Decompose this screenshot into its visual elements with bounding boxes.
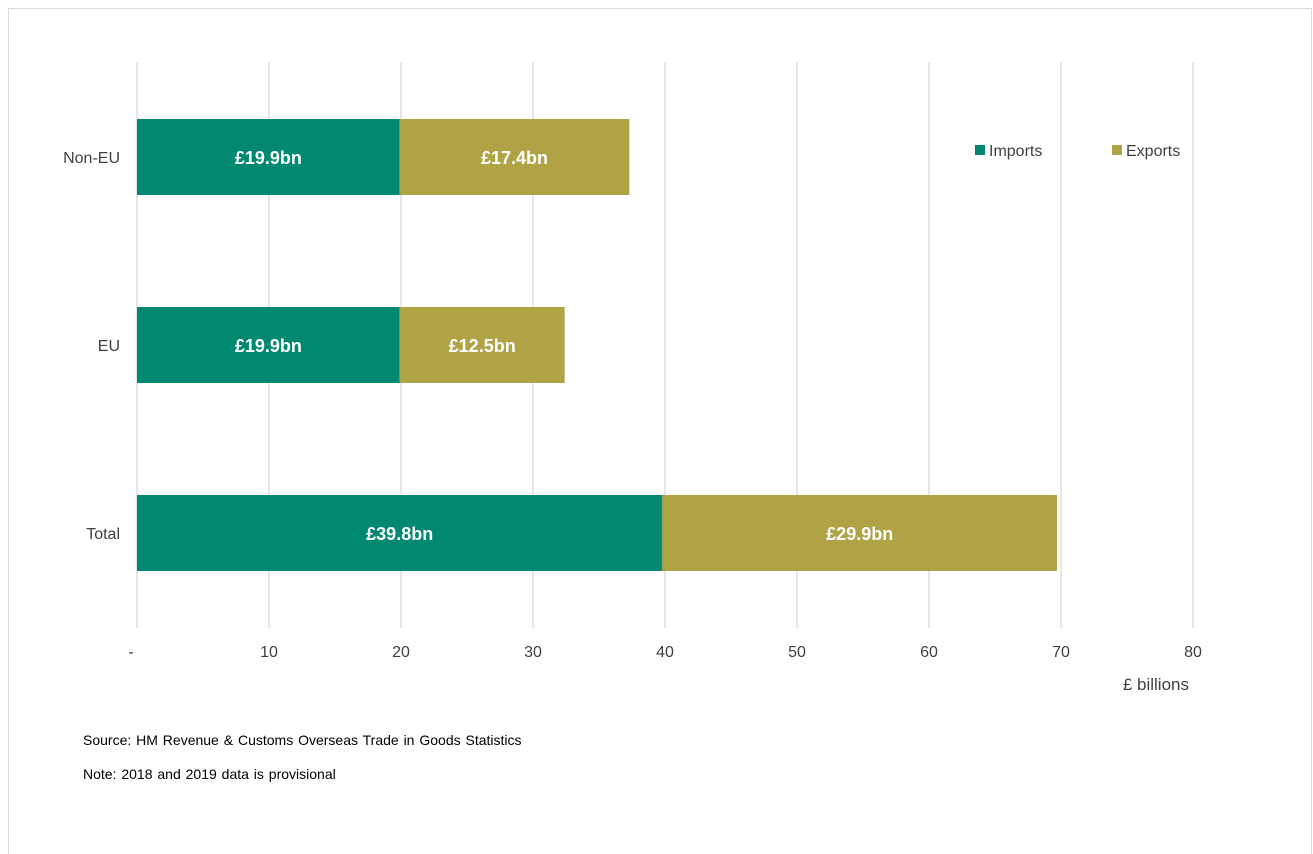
x-tick-labels: - 10 20 30 40 50 60 70 80 xyxy=(128,644,1202,661)
bar-data-label: £12.5bn xyxy=(449,336,516,356)
bar-data-label: £19.9bn xyxy=(235,336,302,356)
x-tick-label: - xyxy=(128,644,133,661)
bar-data-label: £19.9bn xyxy=(235,148,302,168)
source-note: Source: HM Revenue & Customs Overseas Tr… xyxy=(83,732,522,748)
bar-imports xyxy=(137,495,663,571)
x-axis-label: £ billions xyxy=(1123,675,1189,694)
legend-swatch-exports xyxy=(1112,145,1122,155)
x-tick-label: 30 xyxy=(524,644,542,661)
x-tick-label: 50 xyxy=(788,644,806,661)
x-tick-label: 60 xyxy=(920,644,938,661)
x-tick-label: 70 xyxy=(1052,644,1070,661)
category-labels: Non-EU EU Total xyxy=(63,150,120,543)
bar-imports xyxy=(137,307,400,383)
bar-data-label: £17.4bn xyxy=(481,148,548,168)
x-tick-label: 80 xyxy=(1184,644,1202,661)
category-label: Total xyxy=(86,526,120,543)
chart-frame xyxy=(8,8,1312,854)
x-tick-label: 40 xyxy=(656,644,674,661)
legend: Imports Exports xyxy=(975,143,1180,160)
legend-label-exports: Exports xyxy=(1126,143,1180,160)
category-label: EU xyxy=(98,338,120,355)
bar-exports xyxy=(399,307,565,383)
bar-imports xyxy=(137,119,400,195)
bar-exports xyxy=(399,119,630,195)
legend-label-imports: Imports xyxy=(989,143,1042,160)
x-tick-label: 10 xyxy=(260,644,278,661)
category-label: Non-EU xyxy=(63,150,120,167)
bar-data-label: £29.9bn xyxy=(826,524,893,544)
bar-data-labels: £19.9bn £17.4bn £19.9bn £12.5bn £39.8bn £29.9… xyxy=(235,148,893,544)
x-tick-label: 20 xyxy=(392,644,410,661)
provisional-note: Note: 2018 and 2019 data is provisional xyxy=(83,766,336,782)
bars xyxy=(137,119,1058,571)
bar-data-label: £39.8bn xyxy=(366,524,433,544)
bar-exports xyxy=(662,495,1058,571)
legend-swatch-imports xyxy=(975,145,985,155)
